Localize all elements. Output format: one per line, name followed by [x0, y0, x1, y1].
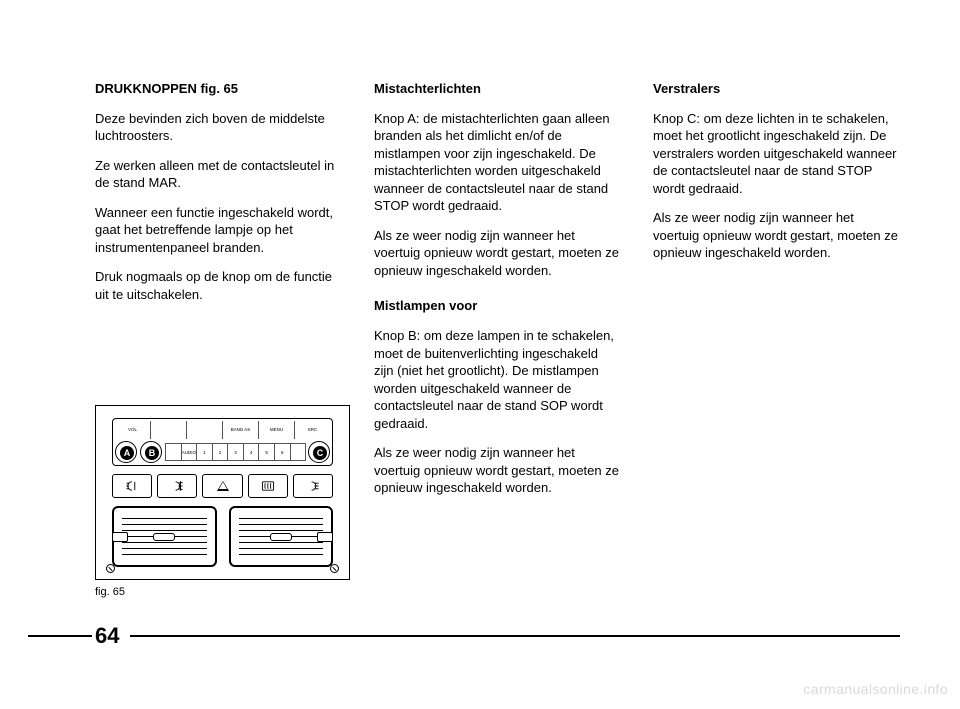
label-a: A: [120, 446, 134, 460]
col3-heading: Verstralers: [653, 80, 900, 98]
vent-thumb-icon: [112, 532, 128, 542]
col2-s1-p2: Als ze weer nodig zijn wanneer het voert…: [374, 227, 621, 280]
radio-mid-8: [290, 443, 307, 461]
col1-p4: Druk nogmaals op de knop om de functie u…: [95, 268, 342, 303]
col2-s2-p1: Knop B: om deze lampen in te schakelen, …: [374, 327, 621, 432]
col3-p2: Als ze weer nodig zijn wanneer het voert…: [653, 209, 900, 262]
front-fog-icon: [170, 480, 184, 492]
front-fog-button: [157, 474, 197, 498]
knob-b: B: [140, 441, 162, 463]
air-vents: [112, 506, 333, 567]
vent-handle-icon: [153, 533, 175, 541]
col2-heading-1: Mistachterlichten: [374, 80, 621, 98]
radio-mid-6: 5: [258, 443, 275, 461]
radio-mid-1: AUDIO: [181, 443, 198, 461]
hazard-button: [202, 474, 242, 498]
rear-defrost-icon: [261, 480, 275, 492]
radio-mid-7: 6: [274, 443, 291, 461]
column-2: Mistachterlichten Knop A: de mistachterl…: [374, 80, 621, 509]
page-number: 64: [95, 623, 119, 649]
knob-a: A: [115, 441, 137, 463]
vent-handle-icon: [270, 533, 292, 541]
rear-fog-button: [112, 474, 152, 498]
rear-defrost-button: [248, 474, 288, 498]
vent-right: [229, 506, 334, 567]
col2-heading-2: Mistlampen voor: [374, 297, 621, 315]
col2-s2-p2: Als ze weer nodig zijn wanneer het voert…: [374, 444, 621, 497]
radio-top-5: SRC: [295, 421, 330, 439]
radio-mid-0: [165, 443, 182, 461]
radio-top-3: BAND AS: [223, 421, 259, 439]
figure-65: F0X0041m VOL BAND AS MENU SRC A: [95, 405, 350, 598]
figure-caption: fig. 65: [95, 586, 350, 598]
watermark-text: carmanualsonline.info: [803, 681, 948, 697]
col2-s1-p1: Knop A: de mistachterlichten gaan alleen…: [374, 110, 621, 215]
label-b: B: [145, 446, 159, 460]
figure-frame: F0X0041m VOL BAND AS MENU SRC A: [95, 405, 350, 580]
col1-p2: Ze werken alleen met de contactsleutel i…: [95, 157, 342, 192]
col1-heading: DRUKKNOPPEN fig. 65: [95, 80, 342, 98]
radio-unit: VOL BAND AS MENU SRC A B: [112, 418, 333, 466]
label-c: C: [313, 446, 327, 460]
button-row: [112, 474, 333, 498]
radio-mid-5: 4: [243, 443, 260, 461]
column-3: Verstralers Knop C: om deze lichten in t…: [653, 80, 900, 509]
driving-lights-icon: [306, 480, 320, 492]
knob-c: C: [308, 441, 330, 463]
radio-mid-4: 3: [227, 443, 244, 461]
vent-left: [112, 506, 217, 567]
radio-top-1: [151, 421, 187, 439]
screw-icon: [330, 564, 339, 573]
col3-p1: Knop C: om deze lichten in te schakelen,…: [653, 110, 900, 198]
radio-top-row: VOL BAND AS MENU SRC: [115, 421, 330, 439]
radio-bottom-row: A B AUDIO 1 2 3 4 5 6: [115, 441, 330, 463]
radio-top-0: VOL: [115, 421, 151, 439]
radio-top-4: MENU: [259, 421, 295, 439]
col1-p3: Wanneer een functie ingeschakeld wordt, …: [95, 204, 342, 257]
radio-mid-3: 2: [212, 443, 229, 461]
footer-rule-right: [130, 635, 900, 637]
footer-rule-left: [28, 635, 92, 637]
radio-top-2: [187, 421, 223, 439]
dashboard-drawing: VOL BAND AS MENU SRC A B: [108, 414, 337, 571]
col1-p1: Deze bevinden zich boven de middelste lu…: [95, 110, 342, 145]
rear-fog-icon: [125, 480, 139, 492]
radio-mid-2: 1: [196, 443, 213, 461]
screw-icon: [106, 564, 115, 573]
vent-thumb-icon: [317, 532, 333, 542]
driving-lights-button: [293, 474, 333, 498]
manual-page: DRUKKNOPPEN fig. 65 Deze bevinden zich b…: [0, 0, 960, 709]
radio-preset-row: AUDIO 1 2 3 4 5 6: [165, 443, 305, 461]
